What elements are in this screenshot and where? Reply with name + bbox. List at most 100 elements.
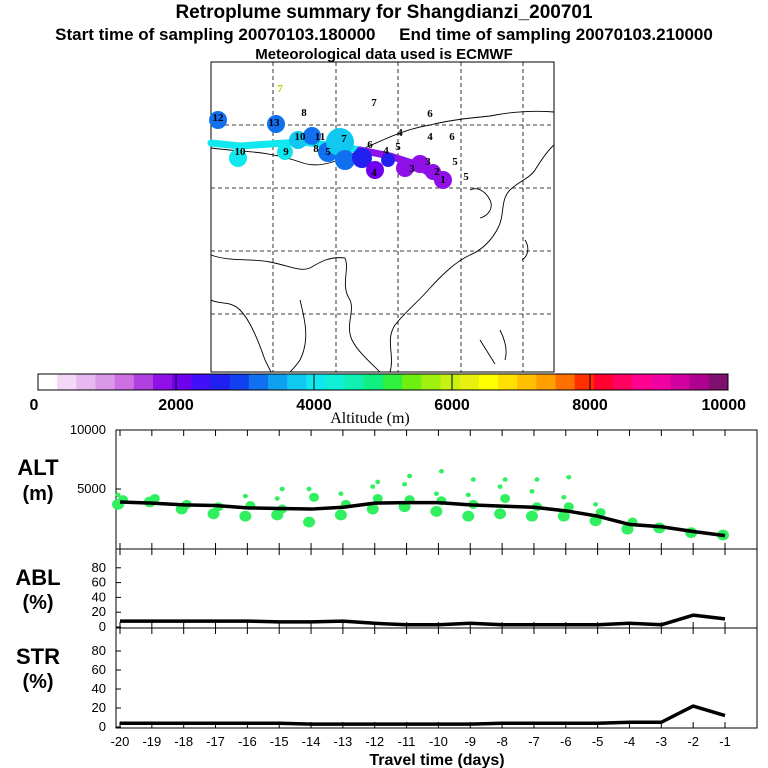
colorbar-swatch: [38, 374, 58, 390]
panel-frame: [115, 548, 758, 629]
y-tick-label: 60: [92, 662, 106, 677]
map-day-label: 9: [283, 146, 289, 158]
map-day-label: 3: [409, 163, 415, 175]
colorbar-swatch: [248, 374, 269, 390]
alt-scatter-point: [407, 473, 413, 479]
map-gridlines: [211, 62, 554, 372]
x-tick-label: -14: [302, 734, 321, 749]
y-tick-label: 10000: [70, 422, 106, 437]
colorbar-swatch: [593, 374, 614, 390]
x-tick-label: -6: [560, 734, 572, 749]
map-day-label: 5: [395, 141, 401, 153]
colorbar-swatch: [574, 374, 595, 390]
x-tick-label: -8: [496, 734, 508, 749]
y-tick-label: 60: [92, 575, 106, 590]
map-day-label: 8: [313, 143, 319, 155]
map-day-label: 7: [371, 97, 377, 109]
colorbar-swatch: [306, 374, 326, 390]
alt-scatter-point: [115, 492, 121, 498]
alt-scatter-point: [334, 509, 347, 521]
colorbar-swatch: [95, 374, 116, 390]
alt-scatter-point: [502, 477, 508, 482]
colorbar-swatch: [421, 374, 441, 390]
map-day-label: 4: [427, 131, 433, 143]
panel-ylabel: ALT: [17, 455, 59, 480]
colorbar-swatch: [459, 374, 480, 390]
trajectory-marker: [289, 131, 307, 149]
map-day-label: 11: [315, 131, 325, 143]
alt-scatter-point: [338, 491, 344, 496]
colorbar-swatch: [363, 374, 384, 390]
x-tick-label: -16: [238, 734, 257, 749]
alt-scatter-point: [303, 516, 316, 528]
colorbar-tick-label: 4000: [296, 397, 332, 414]
x-tick-label: -19: [142, 734, 161, 749]
alt-scatter-point: [430, 506, 443, 517]
map-day-label: 3: [425, 156, 431, 168]
map-day-label: 5: [463, 171, 469, 183]
alt-scatter-point: [207, 508, 220, 520]
colorbar-swatch: [210, 374, 231, 390]
trajectory-marker: [229, 149, 247, 167]
alt-scatter-point: [593, 502, 599, 507]
colorbar-swatch: [708, 374, 729, 390]
series-line: [120, 613, 726, 627]
map-day-label: 13: [269, 117, 281, 129]
map-day-label: 6: [449, 131, 455, 143]
colorbar-swatch: [478, 374, 499, 390]
map-day-label: 1: [440, 174, 446, 186]
alt-scatter-point: [239, 510, 252, 522]
x-tick-label: -18: [174, 734, 193, 749]
trajectory-marker: [352, 148, 372, 168]
alt-scatter-point: [529, 489, 535, 494]
colorbar-tick-label: 6000: [434, 397, 470, 414]
colorbar-swatch: [670, 374, 691, 390]
series-line: [119, 500, 726, 538]
panel-ylabel: STR: [16, 644, 60, 669]
panel-frame: [115, 627, 758, 729]
met-data-note: Meteorological data used is ECMWF: [255, 46, 513, 63]
alt-scatter-point: [309, 492, 320, 502]
colorbar-swatch: [689, 374, 710, 390]
altitude-colorbar: 0 2000 4000 6000 8000 10000: [30, 373, 747, 414]
x-tick-label: -3: [656, 734, 668, 749]
colorbar-swatch: [402, 374, 422, 390]
colorbar-tick-label: 10000: [702, 397, 747, 414]
trajectory-marker: [267, 115, 285, 133]
series-line: [120, 704, 726, 726]
x-tick-label: -10: [429, 734, 448, 749]
panel-ylabel-unit: (%): [22, 592, 53, 614]
map-day-label: 5: [452, 156, 458, 168]
colorbar-swatch: [555, 374, 576, 390]
map-day-label: 5: [325, 146, 331, 158]
x-tick-label: -11: [398, 734, 416, 749]
colorbar-swatch: [153, 374, 173, 390]
alt-scatter-point: [534, 477, 540, 482]
trajectory-marker: [277, 144, 293, 160]
panel-ylabel: ABL: [15, 565, 60, 590]
y-tick-label: 80: [92, 560, 106, 575]
x-tick-label: -4: [624, 734, 636, 749]
alt-scatter-point: [279, 486, 285, 492]
chart-title: Retroplume summary for Shangdianzi_20070…: [175, 2, 593, 23]
alt-scatter-point: [561, 495, 567, 500]
alt-scatter-point: [375, 479, 381, 485]
colorbar-tick-label: 0: [30, 397, 39, 414]
colorbar-swatch: [517, 374, 537, 390]
alt-scatter-point: [566, 474, 572, 480]
start-time: Start time of sampling 20070103.180000: [55, 25, 376, 44]
alt-scatter-point: [370, 484, 376, 489]
colorbar-swatch: [344, 374, 365, 390]
map-day-label: 2: [434, 166, 440, 178]
alt-scatter-point: [366, 503, 379, 515]
x-axis-label: Travel time (days): [369, 752, 504, 768]
trajectory-marker: [209, 111, 227, 129]
colorbar-swatch: [325, 374, 346, 390]
colorbar-swatch: [172, 374, 192, 390]
colorbar-label: Altitude (m): [330, 410, 410, 427]
alt-scatter-point: [433, 491, 439, 496]
x-tick-label: -7: [528, 734, 540, 749]
y-tick-label: 20: [92, 700, 106, 715]
